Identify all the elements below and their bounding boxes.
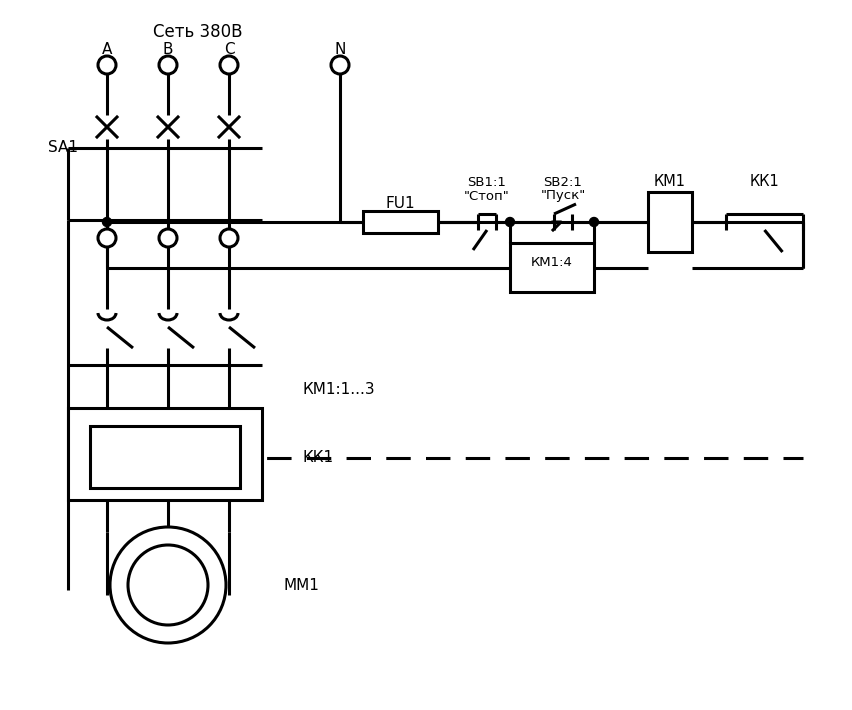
- Circle shape: [98, 229, 116, 247]
- Text: КК1: КК1: [749, 175, 779, 190]
- Text: A: A: [101, 41, 112, 57]
- Circle shape: [102, 217, 112, 226]
- Circle shape: [158, 56, 177, 74]
- Text: C: C: [223, 41, 234, 57]
- Text: N: N: [334, 41, 345, 57]
- Circle shape: [128, 545, 208, 625]
- Circle shape: [110, 527, 226, 643]
- Bar: [90, 426, 239, 488]
- Text: КМ1: КМ1: [653, 175, 685, 190]
- Bar: [648, 192, 691, 252]
- Circle shape: [505, 217, 514, 226]
- Circle shape: [98, 56, 116, 74]
- Circle shape: [331, 56, 348, 74]
- Bar: [363, 211, 437, 233]
- Text: B: B: [163, 41, 173, 57]
- Text: Сеть 380В: Сеть 380В: [153, 23, 243, 41]
- Text: КМ1:4: КМ1:4: [531, 256, 573, 269]
- Bar: [509, 243, 593, 292]
- Text: SB2:1: SB2:1: [543, 175, 582, 188]
- Bar: [68, 408, 262, 500]
- Circle shape: [220, 229, 238, 247]
- Text: ММ1: ММ1: [284, 577, 320, 593]
- Text: FU1: FU1: [385, 197, 415, 212]
- Text: "Стоп": "Стоп": [463, 190, 509, 202]
- Circle shape: [589, 217, 598, 226]
- Circle shape: [158, 229, 177, 247]
- Text: КМ1:1...3: КМ1:1...3: [302, 383, 375, 398]
- Text: КК1: КК1: [302, 451, 334, 466]
- Text: SA1: SA1: [48, 141, 78, 155]
- Text: "Пуск": "Пуск": [539, 190, 585, 202]
- Circle shape: [220, 56, 238, 74]
- Text: SB1:1: SB1:1: [467, 175, 506, 188]
